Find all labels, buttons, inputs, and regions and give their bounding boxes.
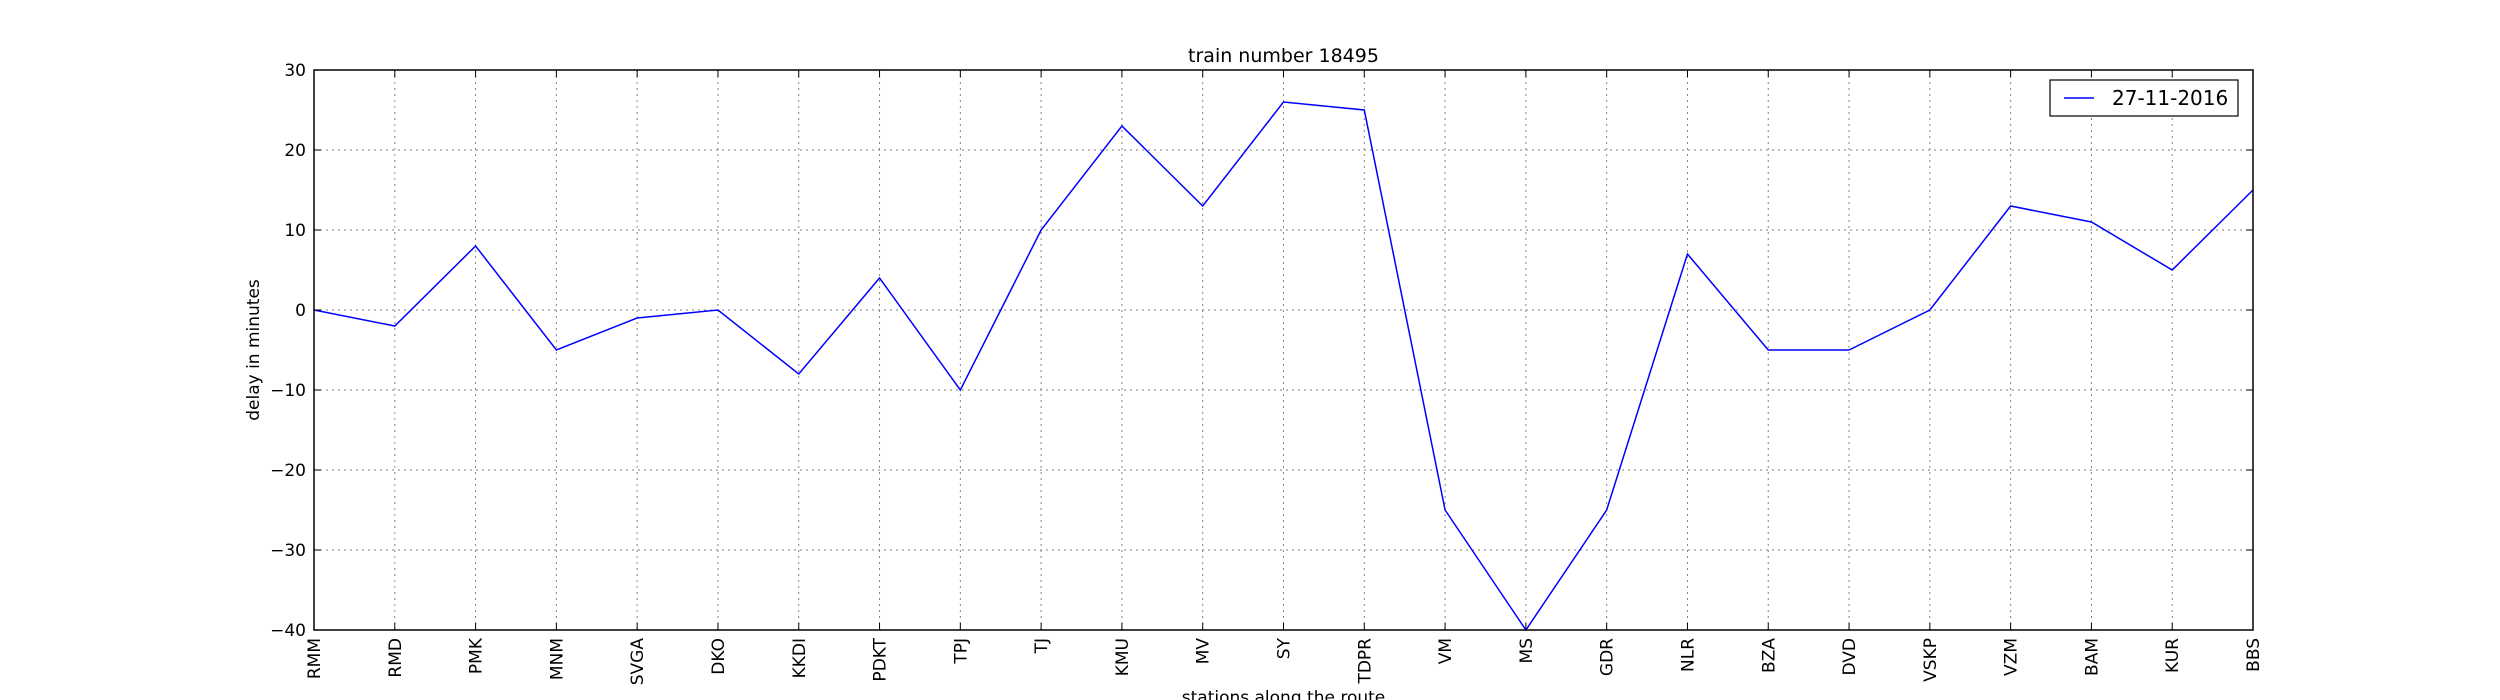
x-tick-label: DKO: [709, 638, 729, 675]
legend: 27-11-2016: [2049, 79, 2239, 117]
x-axis-label: stations along the route: [1182, 688, 1386, 700]
x-tick-label: KMU: [1113, 638, 1133, 676]
legend-label: 27-11-2016: [2112, 86, 2228, 110]
y-tick-label: −10: [270, 381, 306, 401]
x-tick-label: KUR: [2163, 638, 2183, 673]
x-tick-label: TDPR: [1355, 638, 1375, 685]
x-tick-label: NLR: [1678, 638, 1698, 672]
x-tick-label: BZA: [1759, 638, 1779, 673]
y-axis-label: delay in minutes: [244, 279, 264, 421]
x-tick-label: GDR: [1598, 638, 1618, 676]
ticks: RMM RMD PMK MNM SVGA DKO KKDI PDKT TPJ TJ KMU MV SY T…: [270, 61, 2264, 685]
x-tick-label: RMD: [386, 638, 406, 678]
x-tick-label: SY: [1275, 637, 1295, 659]
y-tick-label: 0: [295, 301, 306, 321]
x-tick-label: MS: [1517, 638, 1537, 663]
y-tick-label: 30: [284, 61, 306, 81]
x-tick-label: SVGA: [628, 638, 648, 686]
x-tick-label: MV: [1194, 638, 1214, 665]
y-tick-label: −40: [270, 621, 306, 641]
x-tick-label: TJ: [1032, 638, 1052, 654]
x-tick-label: MNM: [547, 638, 567, 680]
x-tick-label: BAM: [2082, 638, 2102, 676]
y-tick-label: −30: [270, 541, 306, 561]
x-tick-label: VZM: [2002, 638, 2022, 676]
y-tick-label: 20: [284, 141, 306, 161]
series-line: [313, 101, 2254, 632]
series-layer: [313, 101, 2254, 632]
y-tick-label: −20: [270, 461, 306, 481]
x-tick-label: VSKP: [1921, 638, 1941, 682]
x-tick-label: PDKT: [871, 637, 891, 681]
x-tick-label: DVD: [1840, 638, 1860, 676]
y-tick-label: 10: [284, 221, 306, 241]
x-tick-label: TPJ: [951, 638, 971, 665]
x-tick-label: BBS: [2244, 638, 2264, 672]
x-tick-label: RMM: [305, 638, 325, 679]
chart-title: train number 18495: [1188, 45, 1379, 67]
x-tick-label: KKDI: [790, 638, 810, 678]
x-tick-label: PMK: [467, 637, 487, 674]
x-tick-label: VM: [1436, 638, 1456, 664]
